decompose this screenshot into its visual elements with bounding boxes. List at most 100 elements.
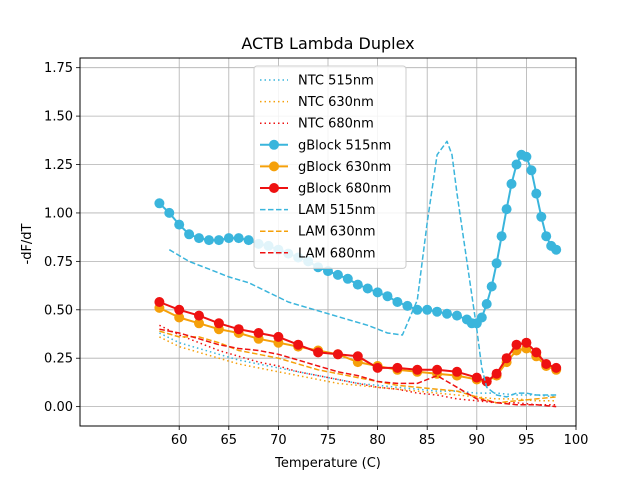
data-point — [521, 151, 532, 162]
x-tick-label: 85 — [419, 433, 436, 448]
data-point — [352, 351, 363, 362]
data-point — [531, 347, 542, 358]
y-axis-label: -dF/dT — [20, 223, 35, 264]
data-point — [412, 304, 423, 315]
data-point — [313, 347, 324, 358]
data-point — [511, 159, 522, 170]
x-axis-label: Temperature (C) — [274, 456, 381, 471]
data-point — [213, 318, 224, 329]
data-point — [213, 235, 224, 246]
legend-marker — [269, 183, 279, 193]
x-tick-label: 60 — [171, 433, 188, 448]
data-point — [432, 306, 443, 317]
data-point — [491, 258, 502, 269]
data-point — [164, 207, 175, 218]
y-tick-label: 0.50 — [44, 303, 73, 318]
x-tick-label: 100 — [564, 433, 589, 448]
series-line — [159, 328, 557, 408]
legend-label: gBlock 515nm — [298, 138, 391, 153]
data-point — [486, 281, 497, 292]
data-point — [452, 366, 462, 377]
data-point — [194, 233, 204, 244]
data-point — [174, 219, 185, 230]
data-point — [184, 229, 195, 240]
data-point — [154, 198, 165, 209]
legend-item: LAM 680nm — [260, 246, 376, 261]
data-point — [332, 269, 343, 280]
data-point — [551, 362, 562, 373]
series-ntc-515nm — [159, 332, 557, 398]
data-point — [491, 368, 502, 379]
data-point — [392, 362, 403, 373]
legend-label: NTC 680nm — [298, 117, 374, 132]
y-tick-label: 1.25 — [44, 158, 73, 173]
data-point — [536, 211, 547, 222]
legend-box — [253, 65, 407, 269]
data-point — [174, 304, 185, 315]
data-point — [362, 283, 373, 294]
data-point — [204, 235, 214, 246]
legend-item: NTC 680nm — [260, 117, 374, 132]
y-tick-label: 0.25 — [44, 352, 73, 367]
data-point — [352, 279, 363, 290]
legend-item: NTC 515nm — [260, 74, 374, 89]
x-tick-label: 95 — [518, 433, 535, 448]
data-point — [496, 231, 507, 242]
data-point — [412, 364, 423, 375]
series-ntc-680nm — [159, 324, 557, 406]
data-point — [194, 310, 204, 321]
series-lam-515nm — [168, 140, 557, 398]
data-point — [382, 291, 393, 302]
data-point — [402, 300, 413, 311]
data-point — [541, 231, 552, 242]
legend-item: gBlock 630nm — [260, 160, 391, 175]
data-point — [233, 233, 244, 244]
data-point — [194, 318, 204, 329]
x-tick-label: 75 — [320, 433, 337, 448]
x-tick-label: 65 — [221, 433, 238, 448]
data-point — [154, 297, 165, 307]
y-tick-label: 1.50 — [44, 110, 73, 125]
series-line — [159, 336, 557, 402]
data-point — [432, 364, 443, 375]
data-point — [293, 339, 304, 350]
data-point — [471, 372, 482, 383]
legend-label: LAM 515nm — [298, 203, 376, 218]
x-tick-label: 80 — [369, 433, 386, 448]
axis-ticks: 60 65 70 75 80 85 90 95 100 0.00 0.25 0.50 0.75 1.00 1… — [44, 61, 588, 448]
chart-title: ACTB Lambda Duplex — [241, 34, 414, 53]
data-point — [511, 339, 522, 350]
series-ntc-630nm — [159, 336, 557, 402]
data-point — [531, 188, 542, 199]
series-line — [159, 324, 557, 406]
series-layer — [154, 140, 562, 408]
y-tick-label: 0.00 — [44, 400, 73, 415]
data-point — [476, 312, 487, 323]
data-point — [442, 308, 452, 319]
data-point — [501, 204, 512, 215]
legend-label: gBlock 680nm — [298, 182, 391, 197]
data-point — [253, 328, 264, 338]
legend-label: NTC 515nm — [298, 74, 374, 89]
data-point — [174, 312, 185, 323]
data-point — [422, 304, 433, 315]
y-tick-label: 0.75 — [44, 255, 73, 270]
series-lam-680nm — [159, 328, 557, 408]
legend-marker — [269, 161, 279, 172]
data-point — [506, 178, 517, 189]
y-tick-label: 1.00 — [44, 206, 73, 221]
data-point — [501, 353, 512, 364]
data-point — [223, 233, 234, 244]
data-point — [342, 273, 353, 284]
legend-item: NTC 630nm — [260, 95, 374, 110]
data-point — [243, 235, 254, 246]
data-point — [372, 287, 383, 298]
data-point — [526, 165, 537, 176]
data-point — [541, 359, 552, 369]
data-point — [392, 297, 403, 307]
legend-item: gBlock 680nm — [260, 182, 391, 197]
legend-item: gBlock 515nm — [260, 138, 391, 153]
data-point — [452, 310, 462, 321]
data-point — [273, 331, 284, 342]
